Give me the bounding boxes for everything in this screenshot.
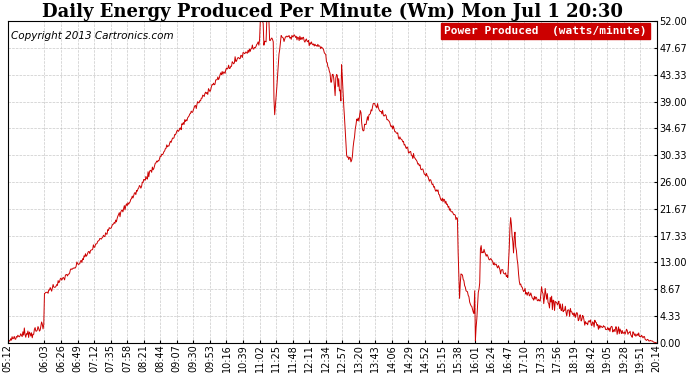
Text: Copyright 2013 Cartronics.com: Copyright 2013 Cartronics.com <box>11 31 174 41</box>
Title: Daily Energy Produced Per Minute (Wm) Mon Jul 1 20:30: Daily Energy Produced Per Minute (Wm) Mo… <box>41 3 623 21</box>
Text: Power Produced  (watts/minute): Power Produced (watts/minute) <box>444 26 647 36</box>
